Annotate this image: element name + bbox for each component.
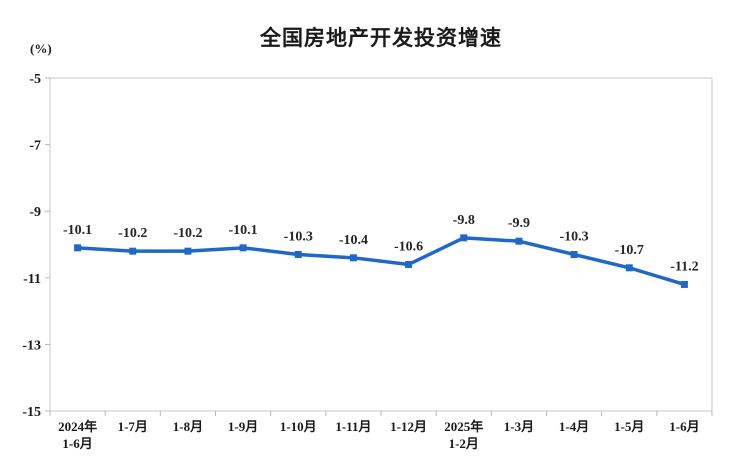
x-tick-label: 1-9月: [228, 419, 258, 434]
data-label: -9.8: [453, 213, 475, 228]
data-label: -10.1: [228, 223, 257, 238]
data-point: [239, 244, 247, 252]
data-line: [75, 236, 687, 287]
data-label: -10.4: [339, 233, 368, 248]
data-point: [74, 244, 82, 252]
data-point: [294, 250, 302, 258]
data-label: -10.7: [615, 243, 644, 258]
x-tick-label: 1-11月: [335, 419, 371, 434]
y-tick-label: -13: [22, 338, 41, 353]
data-point: [349, 254, 357, 262]
x-tick-label: 1-12月: [390, 419, 427, 434]
x-tick-label: 1-5月: [614, 419, 644, 434]
data-label: -10.3: [284, 229, 313, 244]
x-tick-label: 2025年 1-2月: [444, 419, 483, 451]
x-tick-label: 1-7月: [118, 419, 148, 434]
x-tick-label: 1-3月: [504, 419, 534, 434]
data-label: -10.2: [118, 226, 147, 241]
data-point: [515, 237, 523, 245]
y-axis-unit-label: (%): [30, 41, 52, 56]
y-tick-label: -11: [23, 272, 41, 287]
y-tick-label: -9: [29, 205, 41, 220]
data-point: [680, 280, 688, 288]
y-tick-label: -5: [29, 72, 41, 87]
data-label: -10.2: [173, 226, 202, 241]
x-tick-label: 1-6月: [669, 419, 699, 434]
data-label: -9.9: [508, 216, 530, 231]
data-point: [405, 260, 413, 268]
plot-border: [49, 77, 713, 412]
x-tick-label: 2024年 1-6月: [58, 419, 97, 451]
data-label: -11.2: [670, 259, 698, 274]
x-tick-label: 1-10月: [280, 419, 317, 434]
x-tick-label: 1-8月: [173, 419, 203, 434]
y-tick-label: -7: [29, 139, 41, 154]
data-label: -10.6: [394, 239, 423, 254]
data-point: [625, 264, 633, 272]
data-point: [184, 247, 192, 255]
data-point: [570, 250, 578, 258]
data-point: [129, 247, 137, 255]
x-tick-label: 1-4月: [559, 419, 589, 434]
data-label: -10.1: [63, 223, 92, 238]
chart-title: 全国房地产开发投资增速: [260, 27, 502, 50]
data-label: -10.3: [559, 229, 588, 244]
y-tick-label: -15: [22, 405, 41, 420]
data-point: [460, 234, 468, 242]
